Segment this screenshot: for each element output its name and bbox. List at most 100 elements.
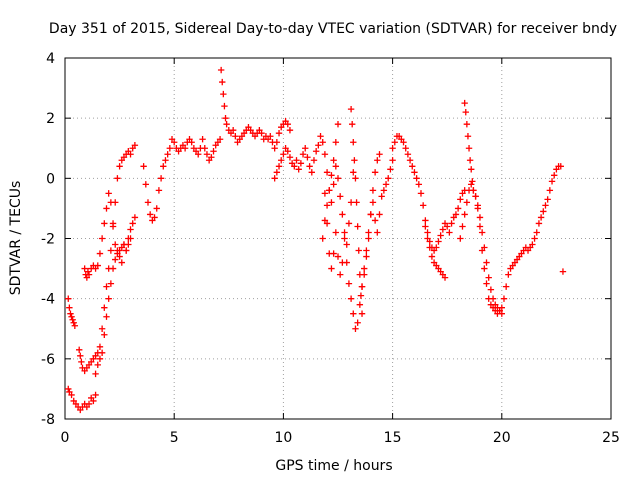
data-point	[376, 151, 383, 158]
data-point	[419, 202, 427, 209]
data-point	[357, 292, 365, 299]
data-point	[101, 304, 108, 311]
data-point	[374, 157, 381, 164]
data-point	[446, 229, 453, 236]
data-point	[533, 229, 540, 236]
data-point	[463, 120, 471, 128]
data-point	[404, 151, 412, 158]
data-point	[103, 313, 110, 320]
y-axis-label: SDTVAR / TECUs	[8, 181, 24, 296]
data-point	[299, 151, 307, 158]
data-point	[551, 172, 558, 179]
data-point	[457, 196, 464, 203]
data-point	[371, 169, 379, 176]
data-point	[201, 145, 208, 152]
data-point	[75, 346, 83, 354]
data-point	[157, 175, 165, 182]
data-point	[69, 316, 76, 323]
data-point	[195, 151, 202, 158]
x-tick-label: 25	[602, 430, 620, 446]
data-point	[382, 181, 390, 188]
data-point	[468, 181, 475, 188]
data-point	[422, 217, 429, 224]
data-point	[444, 223, 451, 230]
data-point	[107, 247, 115, 254]
data-point	[358, 310, 366, 317]
data-point	[131, 214, 139, 221]
data-point	[424, 235, 431, 242]
data-point	[221, 102, 228, 110]
data-point	[469, 178, 476, 185]
data-point	[466, 157, 474, 164]
data-point	[339, 211, 346, 218]
data-point	[336, 193, 344, 200]
data-point	[546, 187, 554, 194]
data-point	[341, 229, 348, 236]
data-point	[330, 250, 337, 257]
data-point	[146, 211, 154, 218]
data-point	[101, 220, 108, 227]
data-point	[352, 325, 359, 332]
data-point	[109, 220, 117, 227]
data-point	[478, 229, 486, 236]
data-point	[162, 157, 169, 164]
data-point	[293, 157, 300, 164]
data-point	[367, 211, 374, 218]
data-point	[353, 199, 360, 206]
x-tick-label: 0	[61, 430, 70, 446]
data-point	[422, 223, 429, 230]
data-point	[529, 241, 536, 248]
data-point	[472, 193, 479, 200]
data-point	[101, 331, 108, 338]
data-point	[286, 127, 294, 134]
data-point	[483, 280, 490, 287]
data-point	[350, 169, 357, 176]
data-point	[411, 169, 418, 176]
data-point	[332, 163, 340, 170]
data-point	[216, 136, 224, 143]
data-point	[127, 226, 134, 233]
data-point	[347, 199, 355, 206]
data-point	[352, 175, 359, 182]
data-point	[531, 235, 538, 242]
data-point	[203, 151, 211, 158]
data-point	[332, 229, 340, 236]
data-point	[164, 151, 171, 158]
data-point	[330, 181, 337, 188]
data-point	[94, 361, 101, 369]
data-point	[365, 235, 372, 242]
data-point	[273, 139, 281, 146]
data-point	[188, 139, 195, 146]
data-point	[535, 220, 543, 227]
y-tick-label: -4	[41, 292, 55, 308]
y-tick-label: 2	[46, 111, 55, 127]
data-point	[312, 148, 320, 155]
data-point	[70, 319, 77, 326]
data-point	[347, 105, 355, 113]
data-point	[557, 163, 564, 170]
data-point	[448, 220, 455, 227]
data-point	[98, 235, 106, 242]
data-point	[548, 178, 556, 185]
data-point	[297, 160, 305, 167]
data-point	[267, 133, 274, 140]
data-point	[107, 199, 115, 206]
data-point	[402, 145, 409, 152]
data-point	[103, 205, 110, 212]
data-point	[483, 259, 490, 266]
data-point	[332, 139, 340, 146]
points-layer	[65, 66, 567, 414]
data-point	[540, 208, 547, 215]
data-point	[465, 145, 473, 152]
y-tick-label: 0	[46, 171, 55, 187]
data-point	[371, 217, 379, 224]
data-point	[112, 256, 119, 263]
data-point	[328, 265, 335, 272]
data-point	[81, 265, 88, 272]
data-point	[485, 274, 492, 281]
data-point	[462, 108, 469, 116]
data-point	[280, 151, 287, 158]
y-tick-label: -6	[41, 352, 55, 368]
data-point	[319, 139, 326, 146]
